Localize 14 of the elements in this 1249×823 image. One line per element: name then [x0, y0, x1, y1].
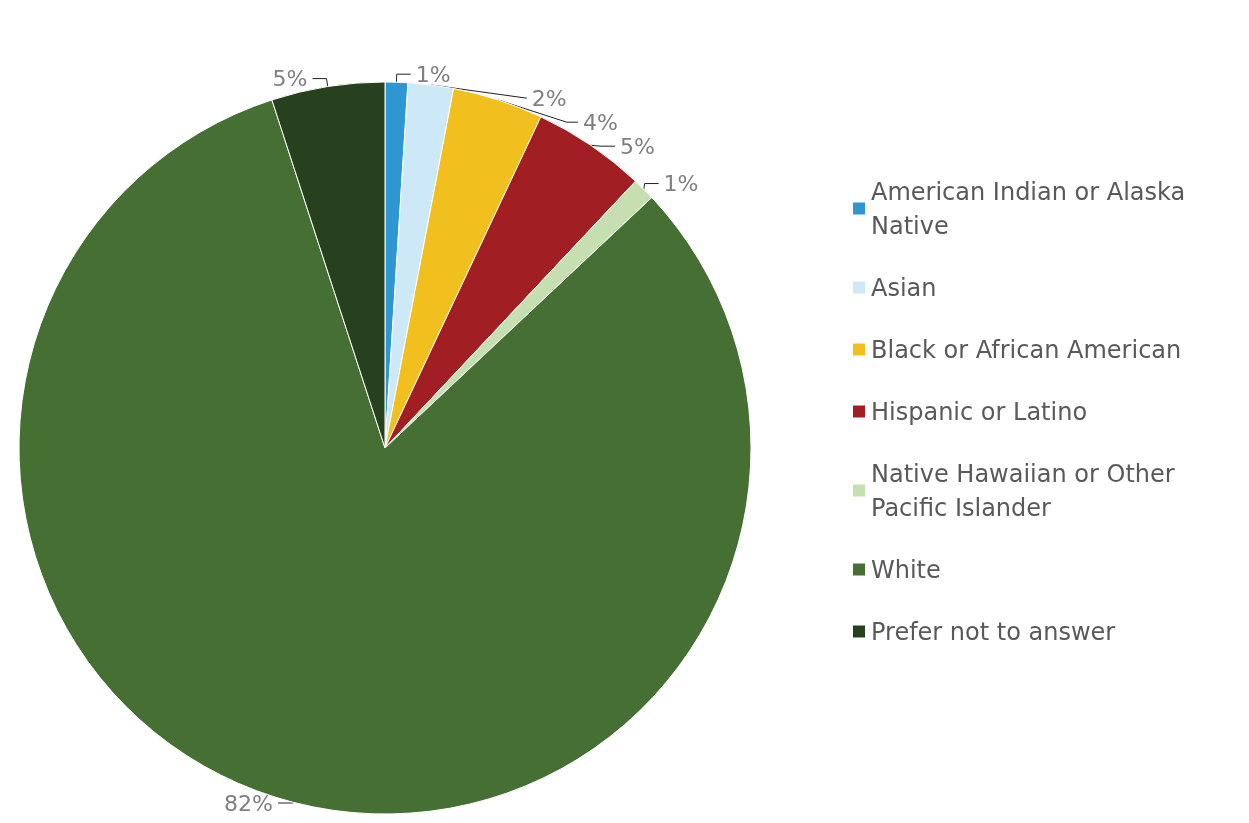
legend-label: White — [871, 555, 941, 584]
data-label: 2% — [531, 85, 567, 111]
legend-label: Hispanic or Latino — [871, 397, 1088, 426]
legend-label: Black or African American — [871, 335, 1182, 364]
data-label: 1% — [415, 61, 451, 87]
legend-label: Asian — [871, 273, 937, 302]
legend-label: Prefer not to answer — [871, 617, 1116, 646]
data-label: 5% — [620, 133, 655, 159]
legend-label: Native Hawaiian or Other Pacific Islander — [871, 459, 1183, 522]
data-label: 5% — [272, 66, 308, 92]
data-label: 4% — [582, 109, 618, 135]
data-label: 82% — [224, 790, 273, 816]
legend-label: American Indian or Alaska Native — [871, 177, 1193, 240]
data-label: 1% — [663, 171, 699, 197]
